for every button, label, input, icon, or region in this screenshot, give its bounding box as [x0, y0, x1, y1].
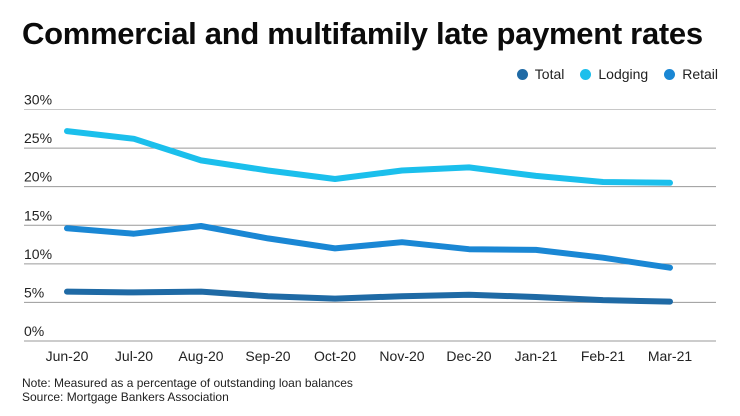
y-tick-label: 15%: [24, 207, 52, 223]
legend-item-retail: Retail: [664, 66, 718, 82]
x-tick-label: Mar-21: [648, 348, 693, 364]
legend-item-lodging: Lodging: [580, 66, 648, 82]
y-tick-label: 5%: [24, 284, 44, 300]
legend-label-total: Total: [534, 66, 565, 82]
source-text: Source: Mortgage Bankers Association: [22, 390, 229, 404]
x-tick-label: Jul-20: [115, 348, 153, 364]
x-tick-label: Feb-21: [581, 348, 626, 364]
note-text: Note: Measured as a percentage of outsta…: [22, 376, 353, 390]
legend-label-lodging: Lodging: [598, 66, 649, 82]
chart-title: Commercial and multifamily late payment …: [22, 16, 703, 51]
legend-label-retail: Retail: [682, 66, 718, 82]
y-tick-label: 0%: [24, 323, 44, 339]
legend-marker-retail: [664, 68, 676, 80]
x-tick-label: Dec-20: [446, 348, 491, 364]
y-tick-label: 10%: [24, 246, 52, 262]
x-tick-label: Aug-20: [178, 348, 223, 364]
x-tick-label: Sep-20: [245, 348, 290, 364]
series-line-retail: [64, 223, 673, 271]
y-tick-label: 25%: [24, 130, 52, 146]
y-tick-label: 20%: [24, 169, 52, 185]
chart-notes: Note: Measured as a percentage of outsta…: [22, 376, 353, 404]
legend-marker-lodging: [580, 68, 592, 80]
x-tick-label: Oct-20: [314, 348, 356, 364]
legend-item-total: Total: [516, 66, 565, 82]
x-tick-label: Jun-20: [46, 348, 89, 364]
legend-marker-total: [516, 68, 528, 80]
series-line-lodging: [64, 128, 673, 186]
y-tick-label: 30%: [24, 92, 52, 108]
x-tick-label: Nov-20: [379, 348, 424, 364]
series-line-total: [64, 288, 673, 305]
legend: Total Lodging Retail: [516, 66, 718, 82]
x-tick-label: Jan-21: [515, 348, 558, 364]
